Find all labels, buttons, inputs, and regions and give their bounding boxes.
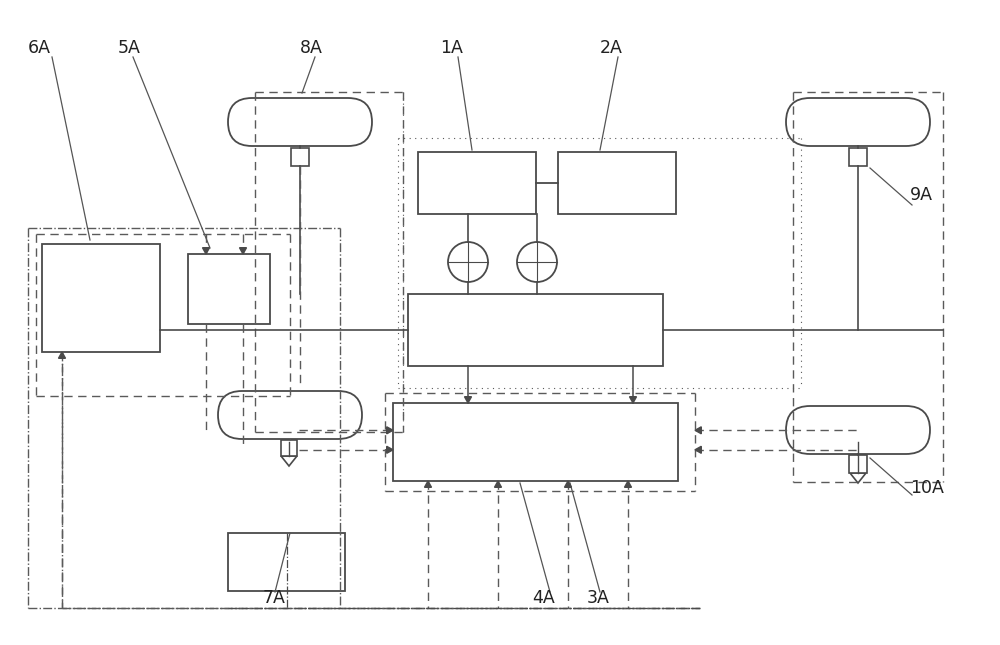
Bar (281, 440, 297, 456)
Text: 7A: 7A (263, 589, 286, 607)
Bar (291, 148, 309, 166)
Text: 10A: 10A (910, 479, 944, 497)
Ellipse shape (448, 242, 488, 282)
Bar (393, 403, 678, 481)
Bar (228, 533, 345, 591)
Text: 5A: 5A (118, 39, 141, 57)
Bar (849, 455, 867, 473)
Bar (849, 148, 867, 166)
Text: 4A: 4A (532, 589, 555, 607)
Bar (558, 152, 676, 214)
Text: 1A: 1A (440, 39, 463, 57)
Text: 3A: 3A (587, 589, 610, 607)
FancyBboxPatch shape (218, 391, 362, 439)
Bar (188, 254, 270, 324)
Polygon shape (695, 446, 701, 453)
Polygon shape (58, 352, 66, 359)
Polygon shape (564, 481, 572, 488)
Polygon shape (387, 427, 393, 434)
Polygon shape (240, 248, 246, 254)
Polygon shape (695, 427, 701, 434)
Polygon shape (202, 248, 210, 254)
FancyBboxPatch shape (786, 98, 930, 146)
Ellipse shape (517, 242, 557, 282)
Polygon shape (424, 481, 432, 488)
Text: 9A: 9A (910, 186, 933, 204)
Text: 2A: 2A (600, 39, 623, 57)
Text: 6A: 6A (28, 39, 51, 57)
Bar (418, 152, 536, 214)
Polygon shape (630, 397, 637, 403)
Polygon shape (387, 446, 393, 453)
Bar (42, 244, 160, 352)
Polygon shape (464, 397, 472, 403)
Text: 8A: 8A (300, 39, 323, 57)
Polygon shape (494, 481, 502, 488)
FancyBboxPatch shape (786, 406, 930, 454)
Bar (408, 294, 663, 366)
FancyBboxPatch shape (228, 98, 372, 146)
Polygon shape (624, 481, 632, 488)
